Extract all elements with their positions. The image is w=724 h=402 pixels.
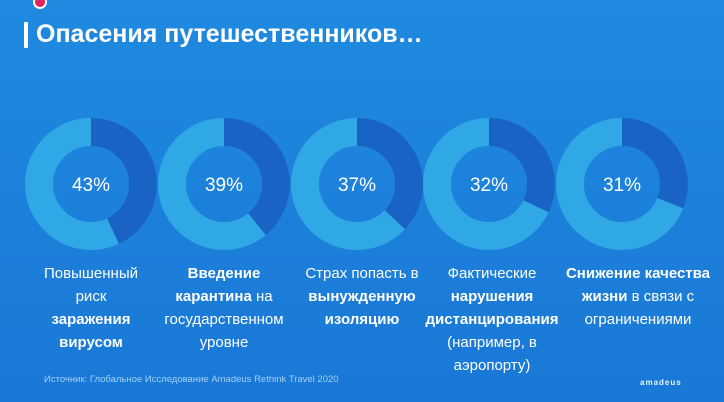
caption-text: риск <box>75 288 107 305</box>
caption-bold-text: Введение <box>187 265 261 282</box>
caption-text: уровне <box>199 334 249 351</box>
chart-caption: Снижение качества жизни в связи с ограниче… <box>563 262 713 331</box>
caption-bold-text: нарушения <box>450 288 534 305</box>
donut-slice <box>25 118 157 250</box>
donut-value-label: 39% <box>205 175 243 196</box>
donut-chart: 32% <box>423 118 555 250</box>
donut-slice <box>291 118 423 250</box>
donut-slice <box>158 118 290 250</box>
donut-svg: 32% <box>423 118 555 250</box>
amadeus-logo: amadeus <box>640 378 682 387</box>
donut-svg: 31% <box>556 118 688 250</box>
chart-caption: Фактические нарушения дистанцирования (напр… <box>417 262 567 377</box>
caption-bold-text: дистанцирования <box>425 311 559 328</box>
source-note: Источник: Глобальное Исследование Amadeu… <box>44 374 339 385</box>
title-accent-bar <box>24 22 28 48</box>
chart-captions: Повышенный риск заражения вирусом Введение ка… <box>0 262 724 374</box>
page-title: Опасения путешественников… <box>36 20 423 48</box>
donut-value-label: 32% <box>470 175 508 196</box>
chart-caption: Повышенный риск заражения вирусом <box>16 262 166 354</box>
donut-svg: 37% <box>291 118 423 250</box>
caption-bold-text: жизни <box>581 288 628 305</box>
donut-chart: 39% <box>158 118 290 250</box>
caption-text: государственном <box>164 311 284 328</box>
donut-slice <box>423 118 555 250</box>
chart-caption: Страх попасть в вынужденную изоляцию <box>287 262 437 331</box>
donut-charts: 43% 39% 37% 32% 31% <box>0 118 724 258</box>
donut-chart: 43% <box>25 118 157 250</box>
caption-bold-text: Снижение качества <box>565 265 711 282</box>
donut-value-label: 31% <box>603 175 641 196</box>
donut-chart: 31% <box>556 118 688 250</box>
caption-bold-text: вирусом <box>59 334 123 351</box>
caption-text: ограничениями <box>584 311 692 328</box>
donut-slice <box>556 118 688 250</box>
caption-text: Фактические <box>447 265 537 282</box>
caption-text: аэропорту) <box>453 357 531 374</box>
donut-value-label: 37% <box>338 175 376 196</box>
caption-text: Страх попасть в <box>305 265 419 282</box>
donut-value-label: 43% <box>72 175 110 196</box>
top-dot <box>33 0 47 9</box>
caption-bold-text: заражения <box>51 311 131 328</box>
caption-text: на <box>251 288 273 305</box>
caption-text: (например, в <box>447 334 537 351</box>
caption-bold-text: карантина <box>175 288 252 305</box>
caption-text: Повышенный <box>44 265 138 282</box>
donut-chart: 37% <box>291 118 423 250</box>
caption-bold-text: вынужденную <box>308 288 416 305</box>
donut-svg: 43% <box>25 118 157 250</box>
caption-text: в связи с <box>627 288 695 305</box>
donut-svg: 39% <box>158 118 290 250</box>
chart-caption: Введение карантина на государственном уровн… <box>149 262 299 354</box>
caption-bold-text: изоляцию <box>324 311 400 328</box>
